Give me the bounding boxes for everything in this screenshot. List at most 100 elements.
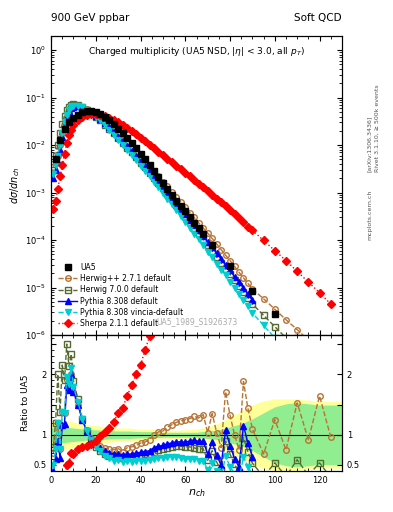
- Pythia 8.308 vincia-default: [58, 142, 62, 148]
- Pythia 8.308 default: [89, 109, 94, 115]
- Text: Rivet 3.1.10, ≥ 500k events: Rivet 3.1.10, ≥ 500k events: [375, 84, 380, 172]
- UA5: [196, 225, 201, 231]
- Herwig++ 2.7.1 default: [210, 236, 215, 242]
- Pythia 8.308 default: [196, 227, 201, 233]
- Pythia 8.308 default: [62, 122, 67, 129]
- UA5: [192, 220, 196, 226]
- Pythia 8.308 default: [223, 262, 228, 268]
- UA5: [53, 156, 58, 162]
- UA5: [169, 191, 174, 198]
- Pythia 8.308 vincia-default: [205, 249, 210, 255]
- UA5: [156, 174, 161, 180]
- UA5: [165, 186, 170, 192]
- Herwig 7.0.0 default: [58, 130, 62, 136]
- Pythia 8.308 default: [103, 120, 107, 126]
- Pythia 8.308 default: [205, 239, 210, 245]
- Pythia 8.308 default: [80, 104, 85, 111]
- UA5: [103, 114, 107, 120]
- Sherpa 2.1.1 default: [89, 111, 94, 117]
- Pythia 8.308 default: [94, 113, 98, 119]
- Herwig 7.0.0 default: [55, 142, 60, 148]
- Herwig 7.0.0 default: [205, 242, 210, 248]
- Pythia 8.308 default: [241, 285, 246, 291]
- UA5: [71, 115, 76, 121]
- Line: Pythia 8.308 vincia-default: Pythia 8.308 vincia-default: [51, 103, 334, 407]
- Pythia 8.308 default: [71, 103, 76, 110]
- UA5: [111, 121, 116, 127]
- Pythia 8.308 default: [138, 158, 143, 164]
- Text: Soft QCD: Soft QCD: [294, 13, 342, 23]
- Pythia 8.308 default: [192, 222, 196, 228]
- Pythia 8.308 default: [174, 200, 179, 206]
- UA5: [125, 135, 130, 141]
- UA5: [174, 198, 179, 204]
- Pythia 8.308 default: [237, 279, 241, 285]
- Herwig 7.0.0 default: [71, 101, 76, 108]
- Herwig 7.0.0 default: [103, 121, 107, 127]
- Sherpa 2.1.1 default: [205, 187, 210, 194]
- Sherpa 2.1.1 default: [329, 301, 333, 307]
- Pythia 8.308 default: [98, 116, 103, 122]
- UA5: [178, 203, 183, 209]
- UA5: [152, 168, 156, 175]
- Pythia 8.308 default: [120, 138, 125, 144]
- Line: UA5: UA5: [52, 107, 323, 365]
- Pythia 8.308 default: [161, 184, 165, 190]
- Pythia 8.308 default: [125, 143, 130, 149]
- Text: [arXiv:1306.3436]: [arXiv:1306.3436]: [367, 115, 372, 172]
- UA5: [161, 180, 165, 186]
- Pythia 8.308 vincia-default: [51, 170, 56, 177]
- Herwig++ 2.7.1 default: [103, 119, 107, 125]
- Herwig 7.0.0 default: [329, 383, 333, 390]
- Pythia 8.308 vincia-default: [210, 254, 215, 261]
- Herwig++ 2.7.1 default: [143, 159, 147, 165]
- UA5: [317, 358, 322, 365]
- Pythia 8.308 default: [58, 146, 62, 153]
- Y-axis label: $d\sigma/dn_{ch}$: $d\sigma/dn_{ch}$: [9, 166, 22, 204]
- UA5: [89, 108, 94, 114]
- Pythia 8.308 vincia-default: [329, 401, 333, 407]
- Herwig++ 2.7.1 default: [205, 230, 210, 236]
- UA5: [272, 311, 277, 317]
- Herwig++ 2.7.1 default: [329, 359, 333, 365]
- Pythia 8.308 vincia-default: [55, 153, 60, 159]
- UA5: [147, 162, 152, 168]
- Pythia 8.308 default: [178, 205, 183, 211]
- UA5: [134, 145, 138, 152]
- Sherpa 2.1.1 default: [210, 191, 215, 198]
- Pythia 8.308 default: [75, 103, 80, 109]
- Pythia 8.308 default: [107, 124, 112, 130]
- Pythia 8.308 default: [156, 179, 161, 185]
- UA5: [183, 208, 188, 215]
- Text: Charged multiplicity (UA5 NSD, $|\eta|$ < 3.0, all $p_{T}$): Charged multiplicity (UA5 NSD, $|\eta|$ …: [88, 45, 305, 58]
- Sherpa 2.1.1 default: [58, 173, 62, 179]
- Pythia 8.308 default: [187, 217, 192, 223]
- Pythia 8.308 default: [60, 134, 64, 140]
- UA5: [201, 231, 206, 237]
- UA5: [250, 288, 255, 294]
- Pythia 8.308 default: [210, 244, 215, 250]
- Text: 900 GeV ppbar: 900 GeV ppbar: [51, 13, 129, 23]
- Pythia 8.308 default: [250, 297, 255, 303]
- Pythia 8.308 vincia-default: [143, 168, 147, 175]
- UA5: [138, 151, 143, 157]
- Pythia 8.308 default: [219, 256, 224, 262]
- Pythia 8.308 default: [84, 106, 89, 113]
- Pythia 8.308 default: [53, 167, 58, 173]
- UA5: [58, 137, 62, 143]
- Herwig++ 2.7.1 default: [55, 153, 60, 159]
- UA5: [98, 111, 103, 117]
- Line: Sherpa 2.1.1 default: Sherpa 2.1.1 default: [51, 111, 334, 307]
- Pythia 8.308 default: [246, 291, 250, 297]
- Pythia 8.308 default: [147, 168, 152, 175]
- Text: mcplots.cern.ch: mcplots.cern.ch: [367, 190, 372, 240]
- Pythia 8.308 default: [201, 233, 206, 240]
- Pythia 8.308 default: [134, 153, 138, 159]
- Line: Herwig++ 2.7.1 default: Herwig++ 2.7.1 default: [51, 103, 334, 365]
- UA5: [67, 119, 72, 125]
- Legend: UA5, Herwig++ 2.7.1 default, Herwig 7.0.0 default, Pythia 8.308 default, Pythia : UA5, Herwig++ 2.7.1 default, Herwig 7.0.…: [55, 260, 186, 331]
- UA5: [129, 140, 134, 146]
- Pythia 8.308 default: [169, 195, 174, 201]
- Herwig 7.0.0 default: [143, 164, 147, 170]
- Herwig++ 2.7.1 default: [51, 164, 56, 170]
